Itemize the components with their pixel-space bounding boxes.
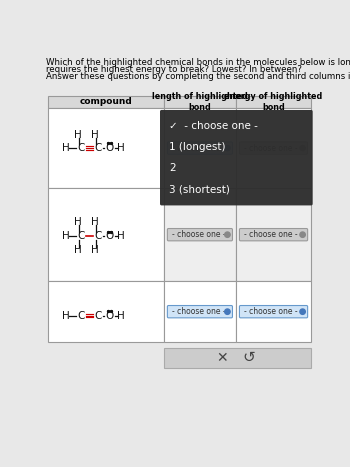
Text: - choose one -: - choose one - bbox=[244, 307, 298, 316]
Bar bbox=[164, 189, 236, 281]
Text: compound: compound bbox=[79, 97, 132, 106]
FancyBboxPatch shape bbox=[167, 305, 232, 318]
Text: - choose one -: - choose one - bbox=[173, 307, 226, 316]
Text: - choose one -: - choose one - bbox=[244, 143, 298, 153]
FancyBboxPatch shape bbox=[239, 228, 308, 241]
Text: H: H bbox=[62, 311, 69, 320]
Circle shape bbox=[225, 309, 230, 314]
Bar bbox=[164, 96, 236, 107]
Text: H: H bbox=[91, 217, 99, 227]
Circle shape bbox=[225, 145, 230, 151]
Text: 3 (shortest): 3 (shortest) bbox=[169, 184, 230, 194]
FancyBboxPatch shape bbox=[239, 305, 308, 318]
Text: C: C bbox=[94, 143, 102, 153]
Text: H: H bbox=[117, 311, 125, 320]
Text: H: H bbox=[74, 130, 82, 141]
Text: ↺: ↺ bbox=[243, 350, 256, 365]
Bar bbox=[236, 281, 311, 342]
Text: ✓  - choose one -: ✓ - choose one - bbox=[169, 120, 258, 131]
Bar bbox=[48, 189, 164, 281]
Text: Answer these questions by completing the second and third columns in the table.: Answer these questions by completing the… bbox=[46, 72, 350, 81]
Text: H: H bbox=[62, 143, 69, 153]
FancyBboxPatch shape bbox=[167, 228, 232, 241]
Circle shape bbox=[300, 145, 305, 151]
Text: ✕: ✕ bbox=[216, 351, 228, 365]
Text: C: C bbox=[77, 143, 85, 153]
Text: C: C bbox=[94, 311, 102, 320]
Bar bbox=[164, 348, 311, 368]
Bar bbox=[236, 189, 311, 281]
Text: H: H bbox=[74, 217, 82, 227]
Bar bbox=[236, 107, 311, 189]
Text: O: O bbox=[105, 311, 114, 320]
Circle shape bbox=[300, 232, 305, 237]
Bar bbox=[48, 96, 164, 107]
Text: O: O bbox=[105, 231, 114, 241]
Text: - choose one -: - choose one - bbox=[173, 230, 226, 239]
Text: 1 (longest): 1 (longest) bbox=[169, 142, 226, 152]
Text: H: H bbox=[117, 143, 125, 153]
Text: Which of the highlighted chemical bonds in the molecules below is longest? Short: Which of the highlighted chemical bonds … bbox=[46, 58, 350, 67]
Bar bbox=[48, 107, 164, 189]
Text: - choose one -: - choose one - bbox=[173, 143, 226, 153]
Circle shape bbox=[300, 309, 305, 314]
Text: C: C bbox=[94, 231, 102, 241]
FancyBboxPatch shape bbox=[160, 110, 313, 205]
Bar bbox=[48, 281, 164, 342]
FancyBboxPatch shape bbox=[239, 142, 308, 154]
Text: C: C bbox=[77, 231, 85, 241]
Text: H: H bbox=[91, 130, 99, 141]
Text: energy of highlighted
bond: energy of highlighted bond bbox=[224, 92, 323, 112]
Text: H: H bbox=[91, 245, 99, 255]
Bar bbox=[164, 107, 236, 189]
Text: O: O bbox=[105, 143, 114, 153]
Text: requires the highest energy to break? Lowest? In between?: requires the highest energy to break? Lo… bbox=[46, 64, 302, 73]
Text: C: C bbox=[77, 311, 85, 320]
Text: H: H bbox=[117, 231, 125, 241]
Text: H: H bbox=[74, 245, 82, 255]
Bar bbox=[164, 281, 236, 342]
Text: 2: 2 bbox=[169, 163, 176, 173]
Text: H: H bbox=[62, 231, 69, 241]
FancyBboxPatch shape bbox=[167, 142, 232, 154]
Circle shape bbox=[225, 232, 230, 237]
Bar bbox=[236, 96, 311, 107]
Text: length of highlighted
bond: length of highlighted bond bbox=[152, 92, 248, 112]
Text: - choose one -: - choose one - bbox=[244, 230, 298, 239]
